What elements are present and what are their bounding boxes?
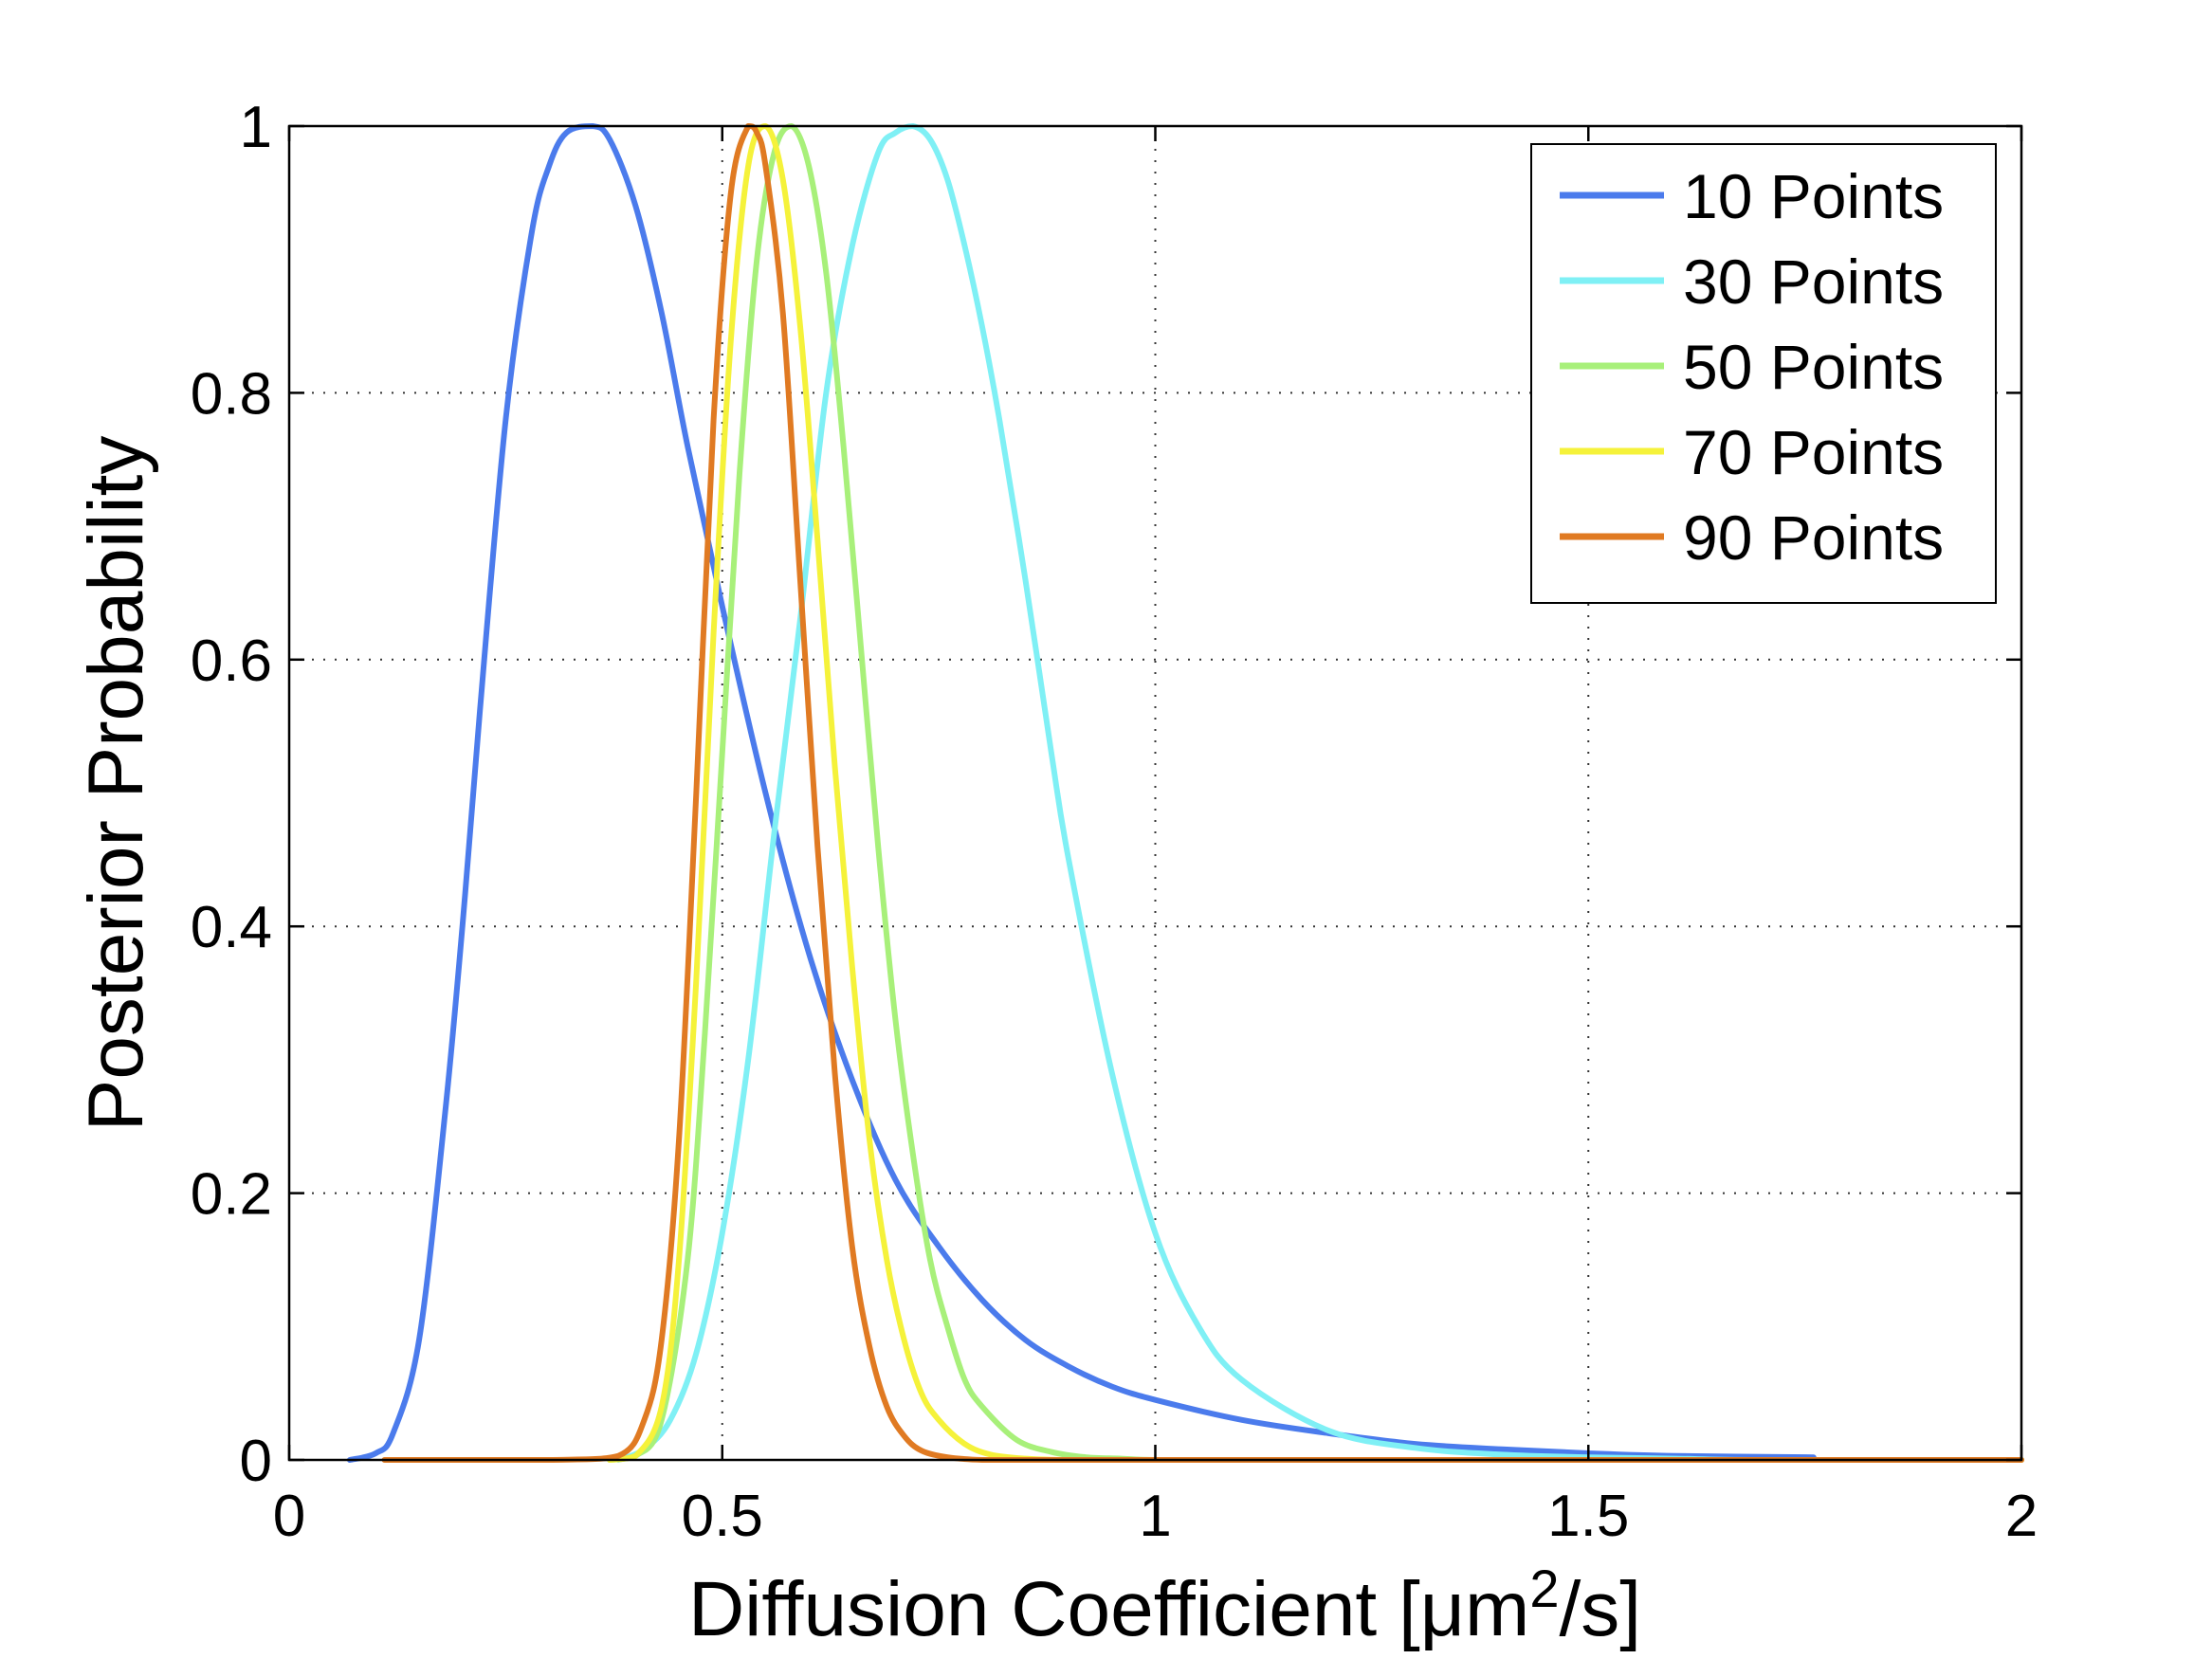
y-tick-label: 1 (240, 95, 272, 160)
legend-label-10-points: 10 Points (1683, 161, 1944, 231)
x-axis-title: Diffusion Coefficient [μm2/s] (688, 1559, 1641, 1652)
legend-box (1530, 143, 1997, 604)
grid (289, 126, 2021, 1460)
series-line-10-points (346, 123, 1817, 1463)
x-tick-label: 1.5 (1547, 1484, 1629, 1549)
y-tick-label: 0.8 (191, 361, 272, 427)
legend: 10 Points 30 Points 50 Points 70 Points 90 P… (1530, 143, 1997, 604)
x-tick-label: 0.5 (682, 1484, 763, 1549)
axis-ticks: 0 0.5 1 1.5 2 0 0.2 0.4 0.6 0.8 1 (191, 95, 2038, 1549)
y-tick-label: 0.4 (191, 895, 272, 960)
series-line-30-points (615, 123, 2024, 1464)
y-tick-label: 0.6 (191, 629, 272, 694)
legend-label-30-points: 30 Points (1683, 246, 1944, 317)
x-tick-label: 1 (1139, 1484, 1171, 1549)
y-axis-title: Posterior Probability (73, 436, 159, 1132)
legend-label-50-points: 50 Points (1683, 332, 1944, 402)
x-tick-label: 2 (2005, 1484, 2038, 1549)
y-tick-label: 0 (240, 1429, 272, 1494)
x-tick-label: 0 (273, 1484, 305, 1549)
legend-label-70-points: 70 Points (1683, 417, 1944, 487)
legend-label-90-points: 90 Points (1683, 502, 1944, 573)
y-tick-label: 0.2 (191, 1162, 272, 1228)
